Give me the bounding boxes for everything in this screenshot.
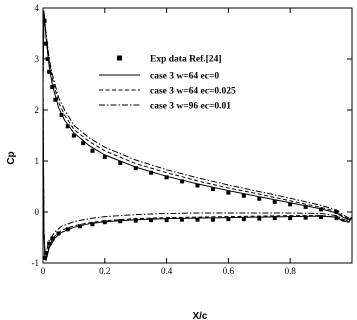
x-tick-label: 0.8: [285, 266, 297, 276]
legend-label: case 3 w=96 ec=0.01: [150, 102, 231, 112]
x-axis-title: X/c: [192, 311, 207, 320]
x-tick-label: 0.6: [223, 266, 235, 276]
y-tick-label: 3: [35, 54, 40, 64]
y-axis-title: Cp: [6, 151, 17, 164]
legend-marker: [117, 56, 122, 61]
y-tick-label: 1: [35, 156, 40, 166]
legend-label: Exp data Ref.[24]: [150, 55, 222, 65]
x-tick-label: 0.4: [161, 266, 173, 276]
y-tick-label: 0: [35, 207, 40, 217]
legend-label: case 3 w=64 ec=0: [150, 72, 219, 82]
y-tick-label: 2: [35, 105, 40, 115]
x-tick-label: 0: [41, 266, 46, 276]
y-tick-label: 4: [35, 3, 40, 13]
x-tick-label: 0.2: [99, 266, 110, 276]
y-tick-label: -1: [32, 258, 40, 268]
data-point: [90, 149, 94, 153]
legend-label: case 3 w=64 ec=0.025: [150, 87, 236, 97]
